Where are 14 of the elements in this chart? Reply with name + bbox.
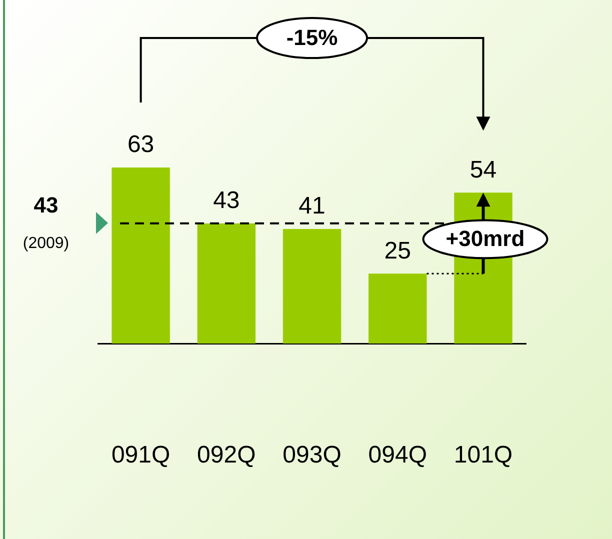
- x-tick-label: 094Q: [368, 442, 427, 469]
- data-label: 41: [298, 192, 326, 220]
- x-tick-label: 092Q: [197, 442, 256, 469]
- x-tick-label: 093Q: [282, 442, 342, 469]
- data-label: 43: [213, 187, 240, 214]
- data-label: 25: [384, 237, 411, 264]
- x-tick-label: 091Q: [111, 442, 170, 469]
- ref-line-label: 43: [34, 192, 58, 218]
- text: (2009): [22, 234, 70, 252]
- text: -15%: [286, 25, 338, 50]
- x-tick-label: 101Q: [454, 442, 513, 469]
- annotation: +30mrd: [446, 226, 525, 252]
- data-label: 54: [470, 156, 497, 184]
- data-label: 63: [127, 131, 154, 158]
